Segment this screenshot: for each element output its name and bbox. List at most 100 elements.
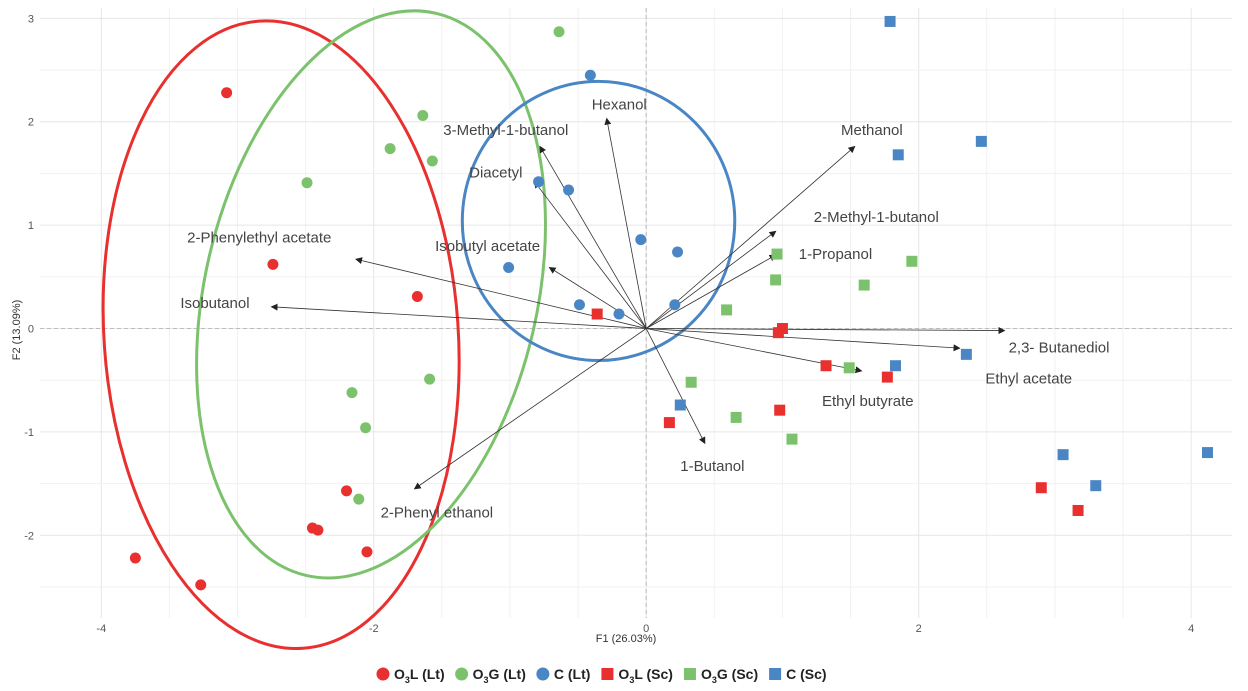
ellipse-o3l-lt: [101, 19, 461, 650]
data-point: [906, 255, 918, 267]
data-point: [663, 417, 675, 429]
data-point: [129, 552, 141, 564]
data-point: [361, 546, 373, 558]
data-point: [721, 304, 733, 316]
vector-arrow: [646, 327, 1006, 335]
data-point: [221, 87, 233, 99]
data-point: [674, 399, 686, 411]
data-point: [1057, 449, 1069, 461]
vector-arrow: [548, 266, 647, 329]
y-tick-label: -2: [24, 530, 34, 542]
x-axis-title: F1 (26.03%): [596, 633, 657, 645]
data-point: [774, 404, 786, 416]
vector-arrow: [413, 328, 647, 490]
vector-arrow: [645, 328, 706, 445]
data-point: [669, 299, 681, 311]
vector-label: 2-Phenyl ethanol: [381, 505, 494, 522]
x-tick-label: 4: [1188, 623, 1194, 635]
data-point: [776, 323, 788, 335]
data-point: [884, 15, 896, 27]
legend-swatch: [683, 668, 696, 680]
data-point: [346, 387, 358, 399]
data-point: [730, 411, 742, 423]
vector-arrow: [646, 254, 777, 329]
data-point: [771, 248, 783, 260]
vector-label: Ethyl butyrate: [822, 393, 914, 410]
data-point: [820, 360, 832, 372]
loading-vectors: [270, 117, 1006, 490]
data-point: [417, 110, 429, 122]
vector-arrow: [533, 180, 647, 329]
data-point: [591, 308, 603, 320]
data-point: [584, 69, 596, 81]
legend-swatch: [536, 667, 550, 681]
legend: O3L (Lt) O3G (Lt) C (Lt) O3L (Sc) O3G (Sc) C …: [376, 666, 827, 685]
vector-label: Methanol: [841, 122, 903, 139]
vector-label: 2-Methyl-1-butanol: [814, 209, 939, 226]
data-point: [975, 135, 987, 147]
data-point: [312, 524, 324, 536]
x-tick-label: -4: [96, 623, 106, 635]
legend-swatch: [769, 668, 782, 680]
legend-swatch: [455, 667, 469, 681]
data-point: [858, 279, 870, 291]
y-tick-label: 1: [28, 220, 34, 232]
data-point: [635, 234, 647, 246]
y-tick-label: 3: [28, 13, 34, 25]
data-point: [1072, 504, 1084, 516]
vector-label: 3-Methyl-1-butanol: [443, 122, 568, 139]
x-tick-label: 0: [643, 623, 649, 635]
data-point: [881, 371, 893, 383]
data-point: [960, 348, 972, 360]
legend-label: O3G (Sc): [701, 666, 758, 685]
vector-label: Hexanol: [592, 96, 647, 113]
vector-arrow: [539, 145, 647, 329]
y-tick-label: 0: [28, 324, 34, 336]
vector-label: Diacetyl: [469, 165, 522, 182]
ellipse-c-lt: [460, 79, 737, 363]
legend-label: C (Sc): [786, 666, 826, 682]
data-point: [384, 143, 396, 155]
data-point: [360, 422, 372, 434]
data-point: [424, 373, 436, 385]
data-point: [411, 290, 423, 302]
legend-swatch: [376, 667, 390, 681]
vector-label: Isobutanol: [180, 295, 249, 312]
vector-arrow: [645, 145, 856, 329]
data-point: [353, 493, 365, 505]
data-point: [503, 262, 515, 274]
x-tick-label: 2: [916, 623, 922, 635]
vector-arrow: [645, 230, 777, 329]
data-point: [613, 308, 625, 320]
data-point: [301, 177, 313, 189]
data-point: [1201, 447, 1213, 459]
legend-label: O3L (Sc): [618, 666, 673, 685]
data-point: [770, 274, 782, 286]
vector-label: Ethyl acetate: [985, 370, 1072, 387]
vector-labels: Hexanol 3-Methyl-1-butanol Diacetyl Methano…: [180, 96, 1109, 521]
vector-label: 1-Propanol: [799, 246, 872, 263]
ellipse-o3g-lt: [195, 9, 547, 580]
y-tick-label: 2: [28, 117, 34, 129]
data-point: [341, 485, 353, 497]
vector-label: 2,3- Butanediol: [1009, 339, 1110, 356]
axes: -4 -2 0 2 4 -2 -1 0 1 2 3: [24, 8, 1232, 635]
y-tick-label: -1: [24, 427, 34, 439]
data-point: [195, 579, 207, 591]
vector-arrow: [604, 117, 647, 329]
data-point: [843, 362, 855, 374]
vector-label: 2-Phenylethyl acetate: [187, 230, 331, 247]
data-point: [267, 258, 279, 270]
data-point: [786, 433, 798, 445]
x-tick-label: -2: [369, 623, 379, 635]
group-ellipses: [101, 9, 737, 650]
vector-arrow: [646, 328, 961, 352]
vector-label: Isobutyl acetate: [435, 238, 540, 255]
legend-label: C (Lt): [554, 666, 591, 682]
data-point: [1035, 482, 1047, 494]
data-point: [533, 176, 545, 188]
legend-swatch: [601, 668, 614, 680]
data-point: [573, 299, 585, 311]
data-point: [685, 376, 697, 388]
